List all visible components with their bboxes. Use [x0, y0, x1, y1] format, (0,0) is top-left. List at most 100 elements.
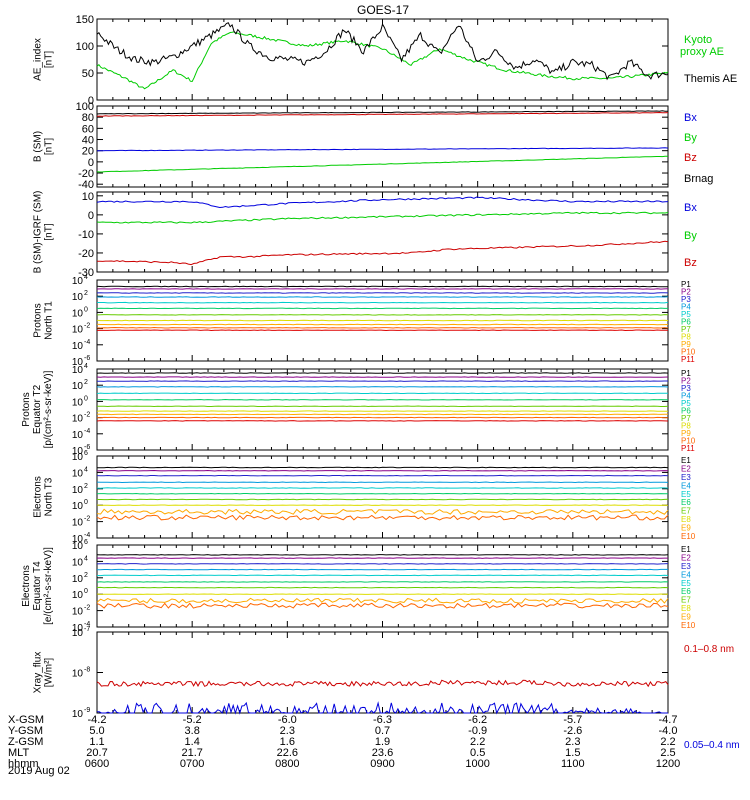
ephem-hhmm-value: 1100	[561, 758, 585, 770]
en-ytick-label: 10	[72, 501, 84, 512]
ae-legend-kyoto: Kyoto	[684, 34, 712, 46]
en-legend-e5: E5	[681, 490, 691, 499]
en-ytick-label: 10	[72, 485, 84, 496]
en-ytick-exp: 4	[84, 466, 88, 473]
ephem-row-label-z-gsm: Z-GSM	[8, 736, 43, 748]
bsm-ytick-label: 100	[76, 101, 94, 113]
ae-legend-themis-ae: Themis AE	[684, 73, 737, 85]
pe-ytick-label: 10	[72, 381, 84, 392]
bsm-line-by	[96, 155, 668, 173]
bigrf-ytick-label: -30	[78, 267, 94, 279]
en-line-e10	[96, 514, 669, 521]
ephem-y-value: -4.0	[659, 725, 678, 737]
pn-ytick-exp: 0	[84, 306, 88, 313]
bsm-line-bz	[96, 111, 669, 117]
ae-ytick-label: 50	[82, 68, 94, 80]
ee-ylabel: [e/(cm²-s-sr-keV)]	[43, 547, 54, 625]
en-legend-e4: E4	[681, 481, 691, 490]
ee-line-e5	[96, 574, 669, 577]
date-label: 2019 Aug 02	[8, 765, 70, 777]
pe-legend-p2: P2	[681, 377, 691, 386]
en-ylabel: Electrons	[33, 476, 44, 518]
ee-legend-e8: E8	[681, 604, 691, 613]
ephem-mlt-value: 23.6	[372, 747, 393, 759]
pe-line-p9	[97, 413, 668, 416]
pn-legend-p10: P10	[681, 348, 696, 357]
ephem-mlt-value: 2.5	[660, 747, 675, 759]
pn-line-p3	[96, 292, 669, 294]
ae-ylabel: AE_index	[33, 38, 44, 81]
pn-legend-p11: P11	[681, 355, 695, 364]
pn-line-p7	[96, 314, 669, 316]
pn-ytick-label: 10	[72, 276, 84, 287]
pn-line-p10	[96, 326, 669, 329]
pe-ylabel: Protons	[21, 392, 32, 426]
pn-line-p6	[96, 307, 668, 310]
pe-ytick-label: 10	[72, 446, 84, 457]
ephem-z-value: 2.3	[565, 736, 580, 748]
en-line-e3	[96, 474, 669, 477]
ephem-x-value: -4.7	[659, 714, 678, 726]
ee-line-e3	[96, 563, 669, 565]
xray-ytick-exp: -8	[84, 667, 90, 674]
bigrf-ytick-label: 10	[82, 191, 94, 203]
pe-line-p8	[96, 410, 669, 412]
bigrf-legend-by: By	[684, 230, 697, 242]
ee-legend-e7: E7	[681, 596, 691, 605]
panel-ae: AE_index[nT]050100150KyotoKyoto proxy AE…	[33, 14, 738, 107]
ephem-x-value: -6.0	[278, 714, 297, 726]
en-ytick-exp: -2	[84, 516, 90, 523]
plot-title: GOES-17	[357, 3, 409, 17]
bsm-frame	[96, 105, 669, 188]
panels: AE_index[nT]050100150KyotoKyoto proxy AE…	[21, 14, 740, 751]
bsm-legend-bz: Bz	[684, 152, 697, 164]
ee-ytick-label: 10	[72, 623, 84, 634]
pn-ytick-label: 10	[72, 341, 84, 352]
ee-ytick-label: 10	[72, 541, 84, 552]
en-legend-e6: E6	[681, 498, 691, 507]
pe-legend-p4: P4	[681, 392, 691, 401]
panel-ee: Electrons Equator T4 [e/(cm²-s-sr-keV)]10-…	[21, 539, 696, 634]
pn-ytick-exp: 4	[84, 274, 88, 281]
pn-ytick-label: 10	[72, 308, 84, 319]
ephem-x-value: -6.2	[468, 714, 487, 726]
ae-legend-kyoto-line2: proxy AE	[680, 46, 724, 58]
pn-line-p1	[96, 285, 668, 288]
bsm-ylabel: B (SM)	[33, 131, 44, 162]
pe-ytick-exp: -6	[84, 444, 90, 451]
ephem-y-value: -0.9	[468, 725, 487, 737]
ephem-x-value: -5.2	[183, 714, 202, 726]
ephem-hhmm-value: 0700	[180, 758, 204, 770]
pe-line-p4	[96, 386, 669, 388]
ephem-y-value: 5.0	[89, 725, 104, 737]
en-legend-e10: E10	[681, 532, 696, 541]
bsm-line-brnag	[96, 110, 668, 115]
pe-legend-p1: P1	[681, 369, 691, 378]
pn-legend-p3: P3	[681, 295, 691, 304]
bigrf-line-bx	[96, 196, 669, 209]
ephem-row-label-y-gsm: Y-GSM	[8, 725, 43, 737]
ee-line-e1	[96, 554, 669, 556]
en-legend-e1: E1	[681, 456, 691, 465]
ephem-y-value: 0.7	[375, 725, 390, 737]
en-line-e4	[96, 481, 669, 484]
ephem-mlt-value: 21.7	[181, 747, 202, 759]
bsm-ytick-label: -40	[78, 179, 94, 191]
pn-ylabel: North T1	[44, 301, 55, 340]
en-ytick-exp: -4	[84, 532, 90, 539]
bigrf-line-bz	[96, 240, 669, 266]
ephem-z-value: 1.4	[185, 736, 200, 748]
pn-line-p4	[96, 296, 669, 298]
ee-ytick-exp: 2	[84, 572, 88, 579]
bsm-ytick-label: 20	[82, 146, 94, 158]
pe-legend-p8: P8	[681, 422, 691, 431]
ephem-y-value: 2.3	[280, 725, 295, 737]
ee-line-e7	[96, 586, 669, 589]
en-legend-e3: E3	[681, 473, 691, 482]
pe-ylabel: [p/(cm²-s-sr-keV)]	[43, 370, 54, 448]
bsm-legend-bx: Bx	[684, 112, 697, 124]
pe-legend-p9: P9	[681, 429, 691, 438]
bsm-legend-by: By	[684, 132, 697, 144]
